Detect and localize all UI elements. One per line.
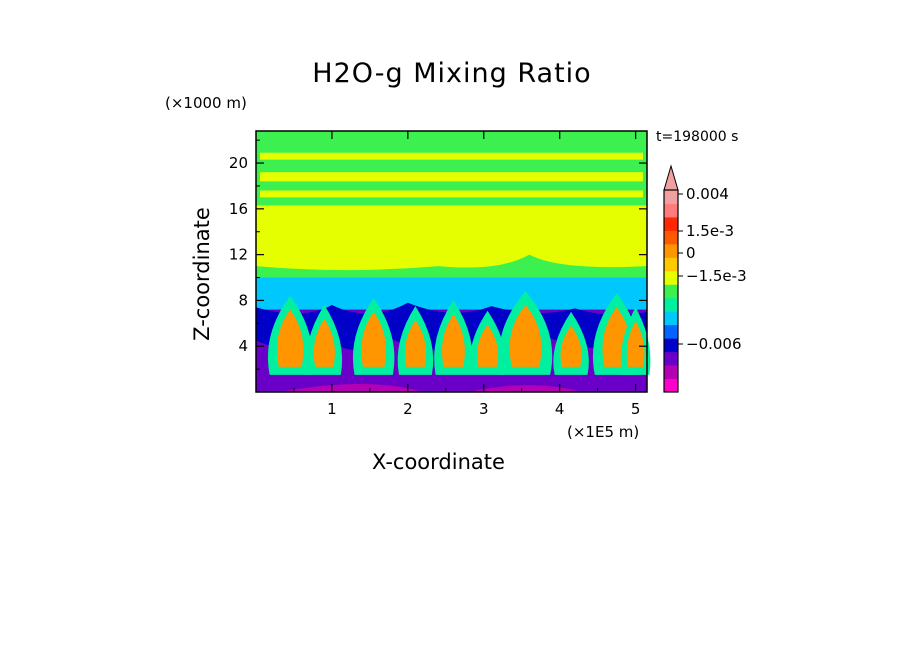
- colorbar-segment: [664, 311, 678, 326]
- heatmap-plume: [276, 309, 304, 367]
- x-tick-label: 5: [631, 400, 641, 418]
- colorbar-segment: [664, 216, 678, 231]
- y-tick-label: 12: [229, 246, 248, 264]
- heatmap-plume: [361, 311, 387, 367]
- y-tick-label: 16: [229, 200, 248, 218]
- time-label: t=198000 s: [656, 129, 739, 145]
- y-axis-multiplier: (×1000 m): [165, 94, 247, 112]
- y-tick-label: 20: [229, 154, 248, 172]
- colorbar-label: −1.5e-3: [686, 267, 747, 285]
- heatmap-layer: [256, 131, 647, 169]
- heatmap-streak: [260, 152, 643, 160]
- colorbar-segment: [664, 351, 678, 366]
- heatmap-plume: [626, 321, 645, 367]
- colorbar-segment: [664, 378, 678, 393]
- colorbar-segment: [664, 257, 678, 272]
- heatmap-region: [256, 254, 647, 278]
- x-tick-label: 2: [403, 400, 413, 418]
- x-tick-label: 4: [555, 400, 565, 418]
- heatmap-plume: [441, 314, 465, 367]
- heatmap-layer: [256, 205, 647, 278]
- colorbar-segment: [664, 230, 678, 245]
- colorbar-segment: [664, 324, 678, 339]
- heatmap-streak: [260, 172, 643, 182]
- plot-frame: [255, 130, 648, 393]
- x-tick-label: 1: [327, 400, 337, 418]
- y-tick-label: 8: [238, 291, 248, 309]
- colorbar-segment: [664, 284, 678, 299]
- heatmap-plume: [476, 324, 499, 367]
- colorbar-frame: [663, 189, 679, 393]
- colorbar-segment: [664, 203, 678, 218]
- colorbar-segment: [664, 190, 678, 204]
- heatmap-plume: [560, 325, 582, 367]
- colorbar-label: 0.004: [686, 185, 729, 203]
- colorbar-segment: [664, 297, 678, 312]
- chart-title: H2O-g Mixing Ratio: [312, 58, 592, 89]
- colorbar-segment: [664, 243, 678, 258]
- heatmap-plume: [313, 318, 335, 367]
- colorbar-segment: [664, 338, 678, 353]
- heatmap-plume: [509, 305, 542, 367]
- colorbar-label: 1.5e-3: [686, 222, 734, 240]
- y-tick-label: 4: [238, 337, 248, 355]
- colorbar-segment: [664, 365, 678, 380]
- colorbar-segment: [664, 270, 678, 285]
- colorbar-label: 0: [686, 244, 696, 262]
- heatmap-plume: [404, 319, 427, 367]
- x-axis-label: X-coordinate: [372, 450, 505, 474]
- x-axis-multiplier: (×1E5 m): [567, 423, 640, 441]
- colorbar-label: −0.006: [686, 335, 742, 353]
- x-tick-label: 3: [479, 400, 489, 418]
- heatmap-region: [278, 383, 583, 392]
- heatmap-streak: [260, 190, 643, 198]
- colorbar-arrow: [663, 164, 679, 191]
